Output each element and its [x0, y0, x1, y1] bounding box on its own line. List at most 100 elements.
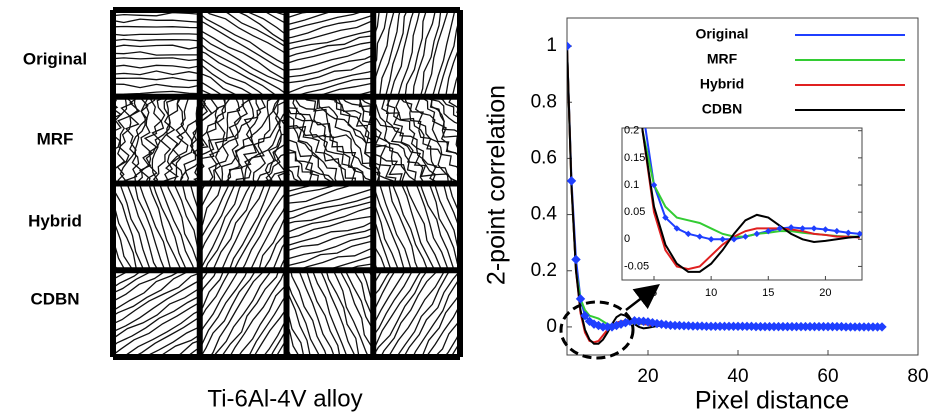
- texture-line: [373, 10, 389, 69]
- texture-line: [213, 270, 273, 357]
- texture-line: [286, 150, 312, 184]
- data-point: [765, 227, 772, 235]
- y-tick-label: 0.2: [531, 260, 557, 281]
- texture-line: [429, 96, 460, 135]
- texture-line: [113, 44, 200, 50]
- texture-line: [220, 183, 266, 271]
- texture-line: [286, 60, 374, 84]
- row-label: Hybrid: [28, 211, 82, 230]
- texture-line: [286, 200, 374, 225]
- texture-line: [166, 183, 200, 271]
- texture-line: [237, 283, 287, 357]
- texture-line: [199, 183, 231, 242]
- texture: [286, 96, 374, 184]
- x-tick-label: 80: [907, 366, 928, 387]
- y-tick-label: 0.4: [531, 204, 558, 225]
- texture-line: [286, 116, 338, 184]
- texture-line: [286, 127, 333, 184]
- data-point: [685, 230, 692, 238]
- texture-line: [332, 270, 370, 357]
- texture-line: [292, 96, 365, 184]
- texture-line: [286, 227, 374, 252]
- texture-line: [199, 63, 257, 97]
- texture-line: [113, 51, 200, 56]
- legend-label: MRF: [707, 51, 738, 67]
- texture-line: [373, 166, 381, 184]
- texture-line: [199, 96, 235, 184]
- legend-label: Original: [696, 26, 749, 42]
- texture-line: [126, 183, 159, 271]
- texture-line: [286, 233, 374, 260]
- texture-line: [221, 10, 287, 49]
- texture-line: [113, 270, 168, 303]
- texture-line: [132, 316, 200, 357]
- texture-line: [199, 72, 241, 97]
- texture-line: [249, 200, 287, 271]
- texture-line: [286, 183, 363, 205]
- texture-line: [206, 96, 241, 184]
- texture-line: [119, 96, 141, 184]
- texture-line: [241, 184, 287, 271]
- texture-line: [286, 70, 374, 94]
- texture-line: [85, 66, 110, 194]
- texture-line: [286, 205, 374, 234]
- texture-line: [152, 183, 188, 271]
- texture-line: [113, 90, 200, 95]
- texture-line: [181, 183, 200, 230]
- data-point: [567, 41, 572, 51]
- texture-line: [380, 270, 440, 357]
- texture-line: [427, 183, 460, 271]
- texture-line: [286, 140, 320, 184]
- texture-line: [258, 212, 287, 271]
- texture-line: [286, 96, 357, 184]
- inset-y-tick-label: -0.05: [624, 260, 649, 272]
- data-point: [877, 322, 887, 332]
- texture-line: [373, 201, 400, 271]
- texture-line: [199, 270, 225, 313]
- data-point: [567, 176, 577, 186]
- texture-line: [373, 270, 397, 312]
- texture-line: [426, 96, 460, 159]
- texture-line: [203, 10, 287, 56]
- texture-line: [164, 96, 182, 184]
- texture-line: [220, 270, 280, 357]
- y-tick-label: 0.6: [531, 147, 557, 168]
- texture-line: [389, 10, 415, 97]
- texture-line: [395, 270, 451, 357]
- texture-line: [179, 104, 200, 184]
- data-point: [833, 227, 841, 235]
- texture-line: [199, 12, 287, 66]
- texture-line: [170, 96, 190, 184]
- texture-line: [325, 270, 361, 357]
- texture-line: [157, 333, 200, 357]
- series-line: [567, 46, 662, 345]
- image-cell: [113, 183, 200, 271]
- data-point: [650, 181, 658, 189]
- texture-line: [265, 133, 287, 184]
- x-tick-label: 40: [727, 366, 748, 387]
- texture-line: [113, 38, 200, 42]
- texture-line: [232, 10, 287, 44]
- texture-line: [270, 136, 287, 184]
- texture-line: [419, 10, 442, 97]
- texture-line: [334, 96, 374, 141]
- zoom-arrow: [625, 283, 660, 311]
- inset-y-tick-label: 0.15: [624, 152, 645, 164]
- y-tick-label: 1: [546, 35, 557, 56]
- texture-line: [345, 270, 374, 332]
- texture-line: [148, 183, 182, 271]
- texture-line: [423, 10, 449, 97]
- texture-line: [113, 215, 134, 271]
- y-tick-label: 0.8: [531, 91, 557, 112]
- legend: Original MRF Hybrid CDBN: [696, 26, 905, 117]
- x-tick-label: 60: [817, 366, 838, 387]
- texture-line: [387, 183, 420, 271]
- data-point: [787, 224, 795, 231]
- series-line: [641, 128, 860, 273]
- texture-line: [199, 183, 223, 231]
- texture-line: [286, 10, 340, 26]
- texture-line: [113, 270, 144, 289]
- texture-line: [243, 96, 282, 184]
- texture-line: [286, 308, 305, 357]
